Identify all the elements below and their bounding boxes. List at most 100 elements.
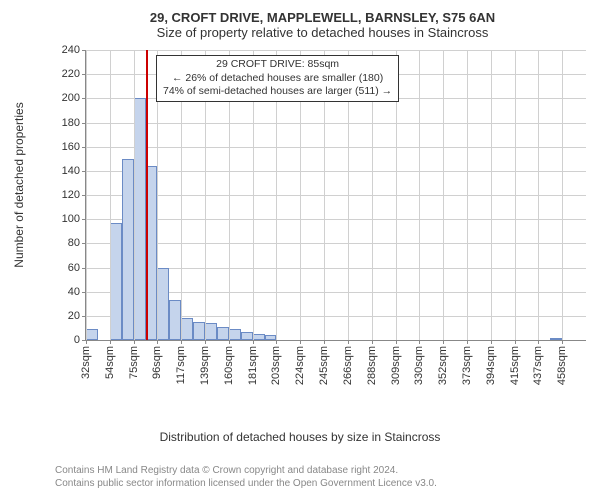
x-tick-label: 266sqm <box>342 346 354 385</box>
grid-line-v <box>491 50 492 340</box>
x-tick <box>538 340 539 344</box>
x-tick <box>562 340 563 344</box>
grid-line-h <box>86 50 586 51</box>
y-tick-label: 180 <box>62 117 80 129</box>
x-axis-label: Distribution of detached houses by size … <box>0 430 600 444</box>
x-tick-label: 394sqm <box>485 346 497 385</box>
x-tick-label: 32sqm <box>80 346 92 379</box>
x-tick <box>372 340 373 344</box>
x-tick-label: 415sqm <box>509 346 521 385</box>
grid-line-h <box>86 219 586 220</box>
x-tick-label: 203sqm <box>270 346 282 385</box>
x-tick-label: 288sqm <box>366 346 378 385</box>
x-tick <box>276 340 277 344</box>
grid-line-v <box>419 50 420 340</box>
x-tick <box>181 340 182 344</box>
y-tick-label: 200 <box>62 92 80 104</box>
histogram-bar <box>122 159 134 340</box>
y-tick-label: 20 <box>68 310 80 322</box>
marker-line <box>146 50 148 340</box>
x-tick-label: 437sqm <box>532 346 544 385</box>
x-tick <box>253 340 254 344</box>
histogram-bar <box>134 98 146 340</box>
grid-line-v <box>562 50 563 340</box>
chart-title-sub: Size of property relative to detached ho… <box>55 25 590 40</box>
x-tick-label: 160sqm <box>223 346 235 385</box>
x-tick <box>396 340 397 344</box>
y-tick-label: 140 <box>62 165 80 177</box>
grid-line-v <box>538 50 539 340</box>
attribution-line1: Contains HM Land Registry data © Crown c… <box>55 464 437 477</box>
y-tick-label: 120 <box>62 189 80 201</box>
histogram-bar <box>265 335 277 340</box>
x-tick-label: 352sqm <box>437 346 449 385</box>
x-tick <box>229 340 230 344</box>
histogram-bar <box>229 329 241 340</box>
chart-title-main: 29, CROFT DRIVE, MAPPLEWELL, BARNSLEY, S… <box>55 10 590 25</box>
grid-line-v <box>443 50 444 340</box>
plot-area: 02040608010012014016018020022024032sqm54… <box>85 50 586 341</box>
grid-line-h <box>86 123 586 124</box>
grid-line-v <box>467 50 468 340</box>
x-tick-label: 245sqm <box>318 346 330 385</box>
x-tick-label: 96sqm <box>151 346 163 379</box>
y-tick-label: 220 <box>62 68 80 80</box>
grid-line-h <box>86 243 586 244</box>
attribution-line2: Contains public sector information licen… <box>55 477 437 490</box>
annotation-box: 29 CROFT DRIVE: 85sqm ← 26% of detached … <box>156 55 399 102</box>
histogram-bar <box>253 334 265 340</box>
x-tick <box>324 340 325 344</box>
histogram-bar <box>217 327 229 340</box>
y-tick-label: 160 <box>62 141 80 153</box>
x-tick <box>205 340 206 344</box>
histogram-bar <box>550 338 562 340</box>
x-tick-label: 54sqm <box>104 346 116 379</box>
attribution: Contains HM Land Registry data © Crown c… <box>55 464 437 490</box>
x-tick <box>300 340 301 344</box>
y-tick-label: 60 <box>68 262 80 274</box>
x-tick-label: 181sqm <box>247 346 259 385</box>
x-tick <box>443 340 444 344</box>
grid-line-h <box>86 171 586 172</box>
histogram-bar <box>86 329 98 340</box>
x-tick <box>348 340 349 344</box>
x-tick <box>467 340 468 344</box>
grid-line-h <box>86 195 586 196</box>
grid-line-v <box>110 50 111 340</box>
x-tick-label: 75sqm <box>128 346 140 379</box>
x-tick <box>134 340 135 344</box>
annotation-line3: 74% of semi-detached houses are larger (… <box>163 85 392 99</box>
grid-line-h <box>86 147 586 148</box>
annotation-line2: ← 26% of detached houses are smaller (18… <box>163 72 392 86</box>
grid-line-v <box>515 50 516 340</box>
chart-container: 29, CROFT DRIVE, MAPPLEWELL, BARNSLEY, S… <box>55 10 590 380</box>
x-tick <box>157 340 158 344</box>
x-tick <box>419 340 420 344</box>
x-tick <box>86 340 87 344</box>
y-tick-label: 80 <box>68 237 80 249</box>
x-tick <box>110 340 111 344</box>
y-tick-label: 240 <box>62 44 80 56</box>
x-tick-label: 330sqm <box>413 346 425 385</box>
y-tick-label: 100 <box>62 213 80 225</box>
x-tick <box>515 340 516 344</box>
histogram-bar <box>181 318 193 340</box>
x-tick-label: 139sqm <box>199 346 211 385</box>
x-tick-label: 373sqm <box>461 346 473 385</box>
x-tick-label: 117sqm <box>175 346 187 384</box>
histogram-bar <box>169 300 181 340</box>
histogram-bar <box>205 323 217 340</box>
x-tick-label: 458sqm <box>556 346 568 385</box>
histogram-bar <box>241 332 253 340</box>
y-tick-label: 40 <box>68 286 80 298</box>
y-axis-label: Number of detached properties <box>12 20 26 185</box>
grid-line-v <box>86 50 87 340</box>
histogram-bar <box>110 223 122 340</box>
x-tick <box>491 340 492 344</box>
grid-line-v <box>134 50 135 340</box>
histogram-bar <box>193 322 205 340</box>
annotation-line1: 29 CROFT DRIVE: 85sqm <box>163 58 392 72</box>
y-tick-label: 0 <box>74 334 80 346</box>
x-tick-label: 309sqm <box>390 346 402 385</box>
histogram-bar <box>157 268 169 341</box>
